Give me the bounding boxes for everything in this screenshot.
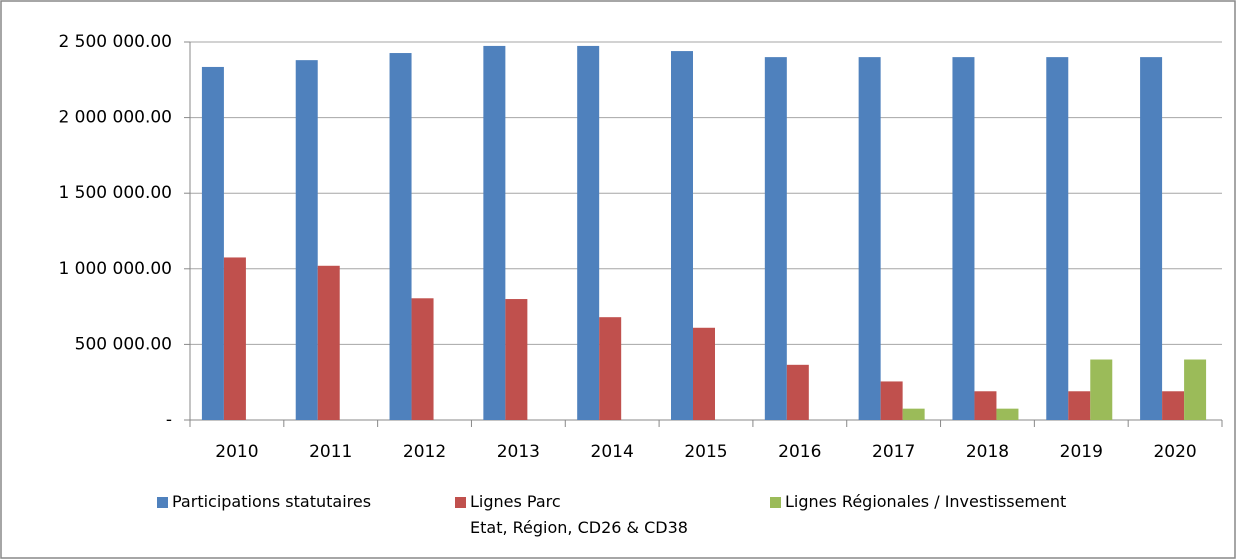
x-tick-label: 2018 <box>966 442 1009 462</box>
bar <box>1046 57 1069 421</box>
bar <box>1068 391 1091 420</box>
bar <box>786 364 809 420</box>
bar <box>411 298 434 420</box>
x-tick-label: 2017 <box>872 442 915 462</box>
bar <box>599 317 622 420</box>
bar <box>974 391 997 420</box>
bar <box>996 408 1019 420</box>
legend-swatch <box>455 497 466 508</box>
bar <box>880 381 903 420</box>
bar <box>693 327 715 420</box>
x-tick-label: 2019 <box>1060 442 1103 462</box>
y-tick-label: 2 500 000.00 <box>58 32 172 52</box>
bar <box>505 299 528 420</box>
x-tick-label: 2020 <box>1153 442 1196 462</box>
y-tick-label: 1 000 000.00 <box>58 259 172 279</box>
legend-swatch <box>157 497 168 508</box>
legend-label: Lignes Parc Etat, Région, CD26 & CD38 <box>470 492 688 537</box>
bar <box>295 60 318 420</box>
x-tick-label: 2014 <box>591 442 634 462</box>
x-tick-label: 2015 <box>684 442 727 462</box>
x-tick-label: 2011 <box>309 442 352 462</box>
bar <box>317 265 340 420</box>
x-tick-label: 2016 <box>778 442 821 462</box>
legend-swatch <box>770 497 781 508</box>
bar <box>1090 359 1113 420</box>
bar <box>201 66 224 420</box>
bar <box>1162 391 1185 420</box>
bar <box>1140 57 1163 421</box>
bar <box>577 45 600 420</box>
y-tick-label: 1 500 000.00 <box>58 183 172 203</box>
bar <box>764 57 787 421</box>
bar <box>952 57 975 421</box>
x-tick-label: 2012 <box>403 442 446 462</box>
bar <box>902 408 925 420</box>
legend-label: Lignes Régionales / Investissement <box>785 492 1067 511</box>
bar <box>389 53 412 421</box>
bar <box>483 45 506 420</box>
bar <box>858 57 881 421</box>
x-tick-label: 2013 <box>497 442 540 462</box>
y-tick-label: 500 000.00 <box>75 334 172 354</box>
y-tick-label: - <box>166 410 172 430</box>
bar <box>1184 359 1207 420</box>
x-tick-label: 2010 <box>215 442 258 462</box>
bar <box>671 51 693 421</box>
legend-label: Participations statutaires <box>172 492 372 511</box>
y-tick-label: 2 000 000.00 <box>58 108 172 128</box>
bar <box>223 257 246 420</box>
